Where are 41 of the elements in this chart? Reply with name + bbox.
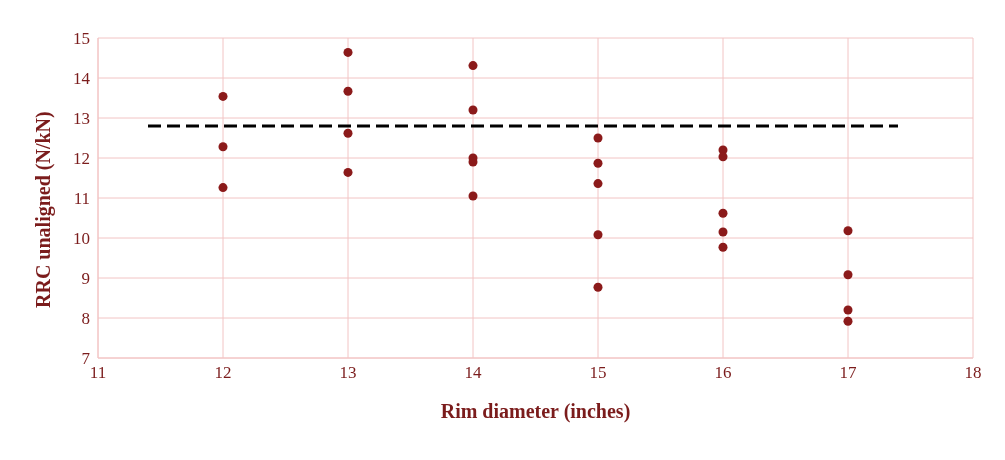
x-tick-label: 18 bbox=[964, 363, 982, 383]
point bbox=[218, 183, 228, 193]
point bbox=[468, 61, 478, 71]
point bbox=[843, 316, 853, 326]
y-tick-label: 8 bbox=[81, 309, 90, 329]
point bbox=[343, 167, 353, 177]
point bbox=[218, 142, 228, 152]
point bbox=[468, 105, 478, 115]
point bbox=[843, 270, 853, 280]
point bbox=[718, 152, 728, 162]
y-tick-label: 14 bbox=[73, 69, 91, 89]
point bbox=[718, 208, 728, 218]
y-tick-label: 11 bbox=[73, 189, 90, 209]
point bbox=[468, 191, 478, 201]
point bbox=[593, 282, 603, 292]
point bbox=[593, 230, 603, 240]
x-tick-label: 17 bbox=[839, 363, 857, 383]
x-tick-label: 12 bbox=[214, 363, 232, 383]
y-tick-label: 13 bbox=[73, 109, 90, 129]
y-tick-label: 7 bbox=[81, 349, 91, 369]
y-tick-label: 9 bbox=[81, 269, 90, 289]
point bbox=[593, 179, 603, 189]
y-tick-label: 12 bbox=[73, 149, 90, 169]
x-tick-label: 15 bbox=[589, 363, 607, 383]
point bbox=[843, 305, 853, 315]
point bbox=[843, 226, 853, 236]
point bbox=[718, 227, 728, 237]
x-axis-title: Rim diameter (inches) bbox=[440, 400, 631, 423]
y-tick-label: 10 bbox=[73, 229, 90, 249]
x-tick-label: 14 bbox=[464, 363, 482, 383]
y-tick-label: 15 bbox=[73, 29, 90, 49]
point bbox=[593, 158, 603, 168]
x-tick-label: 13 bbox=[339, 363, 357, 383]
y-axis-title: RRC unaligned (N/kN) bbox=[32, 111, 56, 308]
point bbox=[343, 128, 353, 138]
point bbox=[593, 133, 603, 143]
point bbox=[343, 47, 353, 57]
point bbox=[343, 86, 353, 96]
point bbox=[218, 91, 228, 101]
point bbox=[718, 242, 728, 252]
x-tick-label: 16 bbox=[714, 363, 732, 383]
